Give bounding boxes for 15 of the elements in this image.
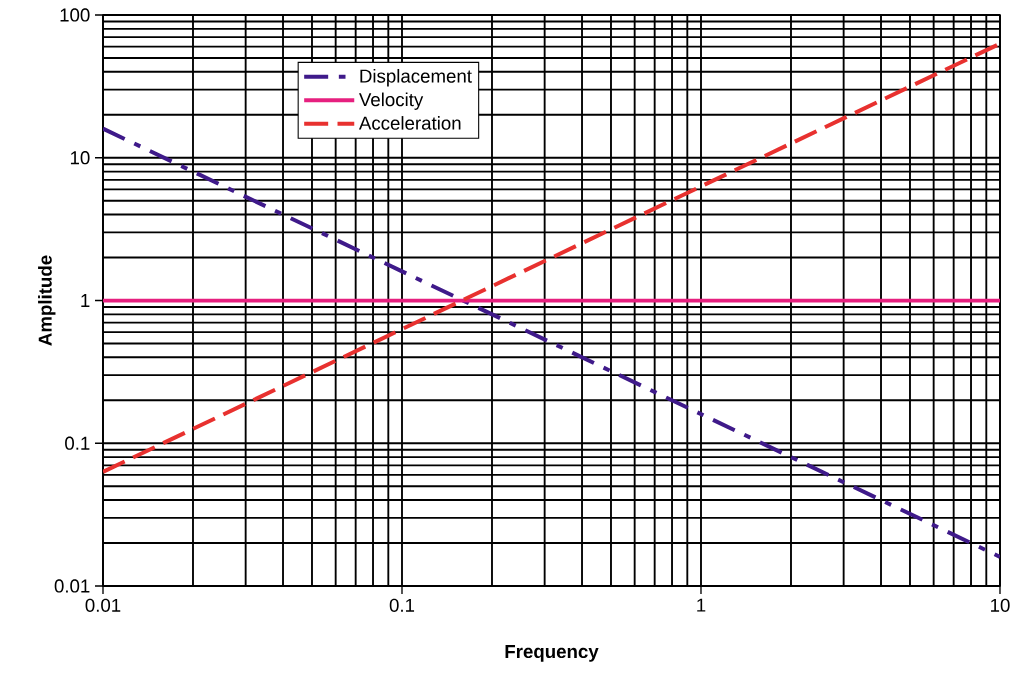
legend-label: Displacement bbox=[360, 69, 472, 87]
x-tick-label: 1 bbox=[697, 598, 706, 612]
x-axis-title: Frequency bbox=[505, 645, 599, 662]
y-tick-label: 0.01 bbox=[54, 579, 90, 593]
y-tick-label: 10 bbox=[70, 151, 90, 165]
line-series bbox=[103, 41, 1000, 474]
y-tick-label: 1 bbox=[81, 294, 90, 307]
y-axis-title: Amplitude bbox=[38, 255, 56, 346]
y-tick-label: 100 bbox=[60, 8, 90, 22]
legend-label: Acceleration bbox=[358, 116, 461, 130]
legend-label: Velocity bbox=[359, 92, 424, 110]
x-tick-label: 0.01 bbox=[85, 598, 121, 612]
y-tick-label: 0.1 bbox=[65, 436, 90, 450]
x-tick-label: 0.1 bbox=[389, 598, 415, 612]
x-tick-label: 10 bbox=[991, 598, 1010, 612]
